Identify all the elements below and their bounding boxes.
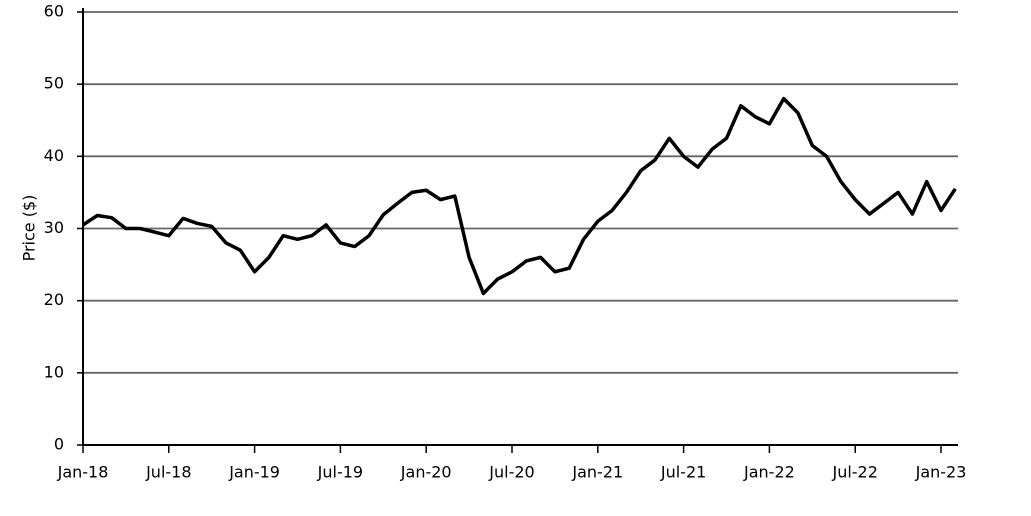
price-line <box>82 96 957 296</box>
y-tick-label: 30 <box>44 218 64 237</box>
y-tick-label: 20 <box>44 290 64 309</box>
x-tick-label: Jan-20 <box>400 463 452 482</box>
x-tick-label: Jul-20 <box>488 463 534 482</box>
x-tick-label: Jan-21 <box>571 463 623 482</box>
y-tick-label: 50 <box>44 74 64 93</box>
x-tick-label: Jan-23 <box>915 463 967 482</box>
y-tick-label: 40 <box>44 146 64 165</box>
x-tick-label: Jul-18 <box>145 463 191 482</box>
x-tick-label: Jan-18 <box>57 463 109 482</box>
x-tick-label: Jul-19 <box>317 463 363 482</box>
x-tick-label: Jan-22 <box>743 463 795 482</box>
y-axis-label: Price ($) <box>20 195 39 262</box>
x-tick-label: Jul-22 <box>831 463 877 482</box>
x-tick-label: Jul-21 <box>660 463 706 482</box>
y-tick-label: 10 <box>44 362 64 381</box>
y-tick-label: 0 <box>54 435 64 454</box>
x-tick-label: Jan-19 <box>228 463 280 482</box>
y-tick-label: 60 <box>44 2 64 21</box>
